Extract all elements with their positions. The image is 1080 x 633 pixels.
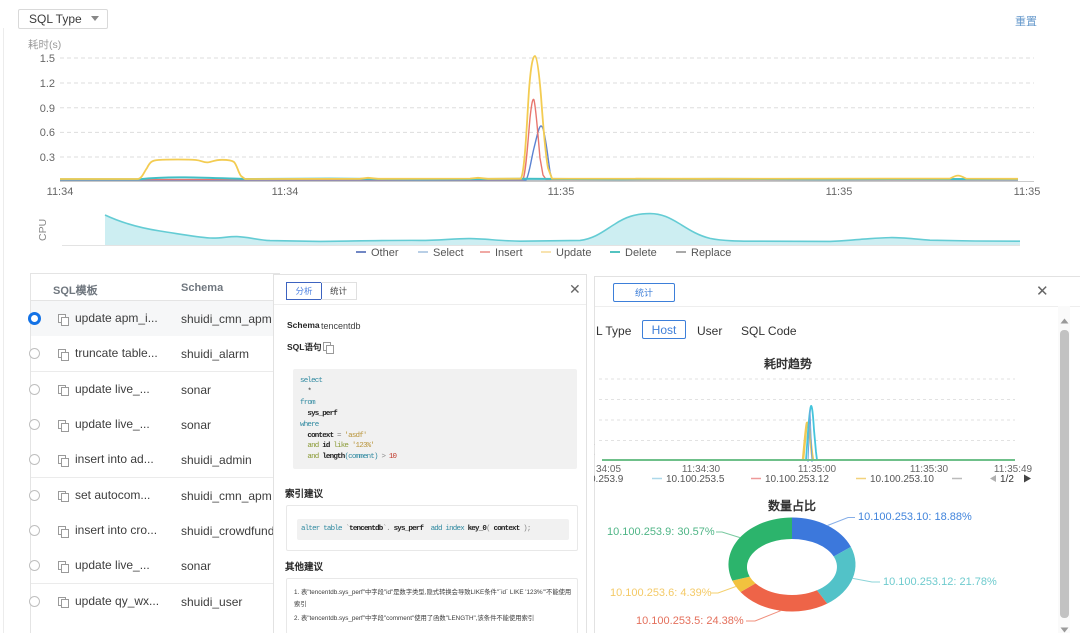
svg-text:1/2: 1/2	[1000, 474, 1014, 485]
svg-text:CPU: CPU	[37, 219, 49, 241]
svg-text:11:35:49: 11:35:49	[994, 464, 1033, 475]
svg-text:1.5: 1.5	[40, 53, 55, 65]
svg-text:11:35: 11:35	[826, 186, 853, 198]
svg-text:Insert: Insert	[495, 247, 523, 259]
svg-text:Replace: Replace	[691, 247, 731, 259]
svg-text:1.2: 1.2	[40, 78, 55, 90]
svg-text:0.9: 0.9	[40, 103, 55, 115]
svg-text:10.100.253.12: 10.100.253.12	[765, 474, 829, 485]
svg-text:0.3: 0.3	[40, 152, 55, 164]
svg-text:0.6: 0.6	[40, 127, 55, 139]
svg-text:11:34:30: 11:34:30	[682, 464, 721, 475]
svg-text:10.100.253.5: 10.100.253.5	[666, 474, 725, 485]
svg-text:34:05: 34:05	[596, 464, 621, 475]
svg-text:Select: Select	[433, 247, 464, 259]
svg-text:11:35:00: 11:35:00	[798, 464, 837, 475]
svg-text:11:34: 11:34	[272, 186, 299, 198]
svg-text:(: (	[594, 443, 595, 455]
svg-text:11:35: 11:35	[1014, 186, 1041, 198]
svg-text:10.100.253.10: 10.100.253.10	[870, 474, 934, 485]
svg-text:Other: Other	[371, 247, 399, 259]
svg-text:0.253.9: 0.253.9	[594, 474, 624, 485]
svg-text:Update: Update	[556, 247, 591, 259]
svg-text:Delete: Delete	[625, 247, 657, 259]
svg-text:11:34: 11:34	[47, 186, 74, 198]
svg-text:11:35:30: 11:35:30	[910, 464, 949, 475]
svg-text:耗时(s): 耗时(s)	[28, 39, 61, 51]
svg-text:11:35: 11:35	[548, 186, 575, 198]
